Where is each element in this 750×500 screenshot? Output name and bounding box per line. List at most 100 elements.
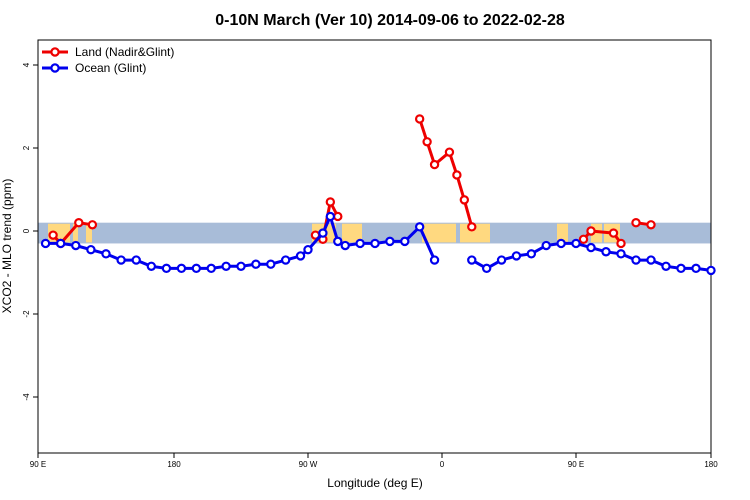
data-point — [631, 255, 641, 265]
series-land — [48, 114, 656, 249]
data-point — [280, 255, 291, 265]
plot-frame — [37, 39, 712, 454]
data-point — [355, 238, 365, 249]
legend: Land (Nadir&Glint) Ocean (Glint) — [42, 45, 174, 75]
data-point — [556, 238, 566, 249]
x-axis: 90 E 180 90 W 0 90 E 180 — [30, 453, 718, 469]
data-point — [459, 195, 470, 205]
data-point — [101, 249, 111, 259]
data-point — [146, 261, 157, 271]
data-point — [74, 217, 84, 228]
data-point — [578, 234, 589, 244]
data-point — [661, 261, 671, 271]
x-tick-label: 90 E — [30, 460, 46, 469]
data-point — [414, 222, 425, 232]
y-tick-label: 2 — [22, 145, 31, 150]
data-point — [616, 238, 626, 249]
data-point — [706, 265, 716, 276]
x-tick-label: 90 E — [568, 460, 584, 469]
legend-marker — [50, 63, 60, 73]
data-point — [206, 263, 216, 274]
series-line — [582, 229, 623, 245]
data-point — [444, 147, 455, 157]
series-line — [418, 118, 474, 228]
y-tick-label: 0 — [22, 228, 31, 233]
y-axis: -4 -2 0 2 4 — [22, 62, 38, 401]
y-tick-label: 4 — [22, 62, 31, 67]
data-point — [221, 261, 231, 271]
data-point — [414, 114, 425, 124]
data-point — [266, 259, 276, 269]
data-point — [161, 263, 172, 274]
data-point — [325, 197, 336, 207]
data-point — [646, 220, 656, 230]
data-point — [236, 261, 246, 271]
data-point — [318, 228, 328, 238]
x-tick-label: 0 — [440, 460, 445, 469]
data-point — [467, 255, 477, 265]
data-point — [586, 226, 596, 236]
map-land — [86, 223, 92, 243]
y-tick-label: -2 — [22, 310, 31, 318]
data-point — [325, 211, 336, 222]
map-land — [73, 223, 78, 243]
chart-title: 0-10N March (Ver 10) 2014-09-06 to 2022-… — [215, 12, 565, 29]
series-layer — [40, 114, 716, 276]
legend-marker — [50, 47, 60, 57]
data-point — [608, 228, 619, 238]
y-tick-label: -4 — [22, 393, 31, 401]
map-land — [557, 223, 568, 243]
data-point — [385, 236, 395, 247]
data-point — [571, 238, 581, 249]
data-point — [452, 170, 462, 180]
data-point — [631, 217, 641, 228]
data-point — [333, 211, 343, 222]
x-tick-label: 180 — [167, 460, 181, 469]
map-land — [422, 223, 456, 243]
data-point — [251, 259, 261, 269]
data-point — [467, 222, 477, 232]
data-point — [616, 249, 626, 259]
data-point — [116, 255, 126, 265]
data-point — [55, 238, 66, 249]
data-point — [400, 236, 410, 247]
map-land — [342, 223, 362, 243]
data-point — [526, 249, 537, 259]
data-point — [176, 263, 187, 274]
data-point — [71, 240, 81, 251]
legend-label: Ocean (Glint) — [75, 61, 146, 75]
data-point — [429, 159, 440, 170]
data-point — [303, 244, 313, 255]
series-ocean — [40, 211, 716, 276]
data-point — [511, 251, 522, 261]
y-axis-label: XCO2 - MLO trend (ppm) — [0, 179, 14, 314]
data-point — [131, 255, 141, 265]
data-point — [422, 137, 432, 147]
map-land — [591, 223, 602, 243]
data-point — [429, 255, 440, 265]
data-point — [691, 263, 701, 274]
data-point — [340, 240, 350, 251]
data-point — [601, 247, 611, 257]
legend-label: Land (Nadir&Glint) — [75, 45, 174, 59]
data-point — [295, 251, 306, 261]
data-point — [646, 255, 656, 265]
x-tick-label: 180 — [704, 460, 718, 469]
data-point — [333, 236, 343, 247]
data-point — [676, 263, 686, 274]
map-ocean — [38, 222, 711, 244]
data-point — [87, 220, 98, 230]
series-line — [51, 221, 93, 245]
data-point — [48, 230, 58, 240]
data-point — [86, 244, 96, 255]
data-point — [586, 242, 596, 253]
data-point — [370, 238, 380, 249]
data-point — [40, 238, 51, 249]
data-point — [541, 240, 551, 251]
data-point — [191, 263, 202, 274]
x-tick-label: 90 W — [299, 460, 318, 469]
data-point — [496, 255, 507, 265]
data-point — [481, 263, 492, 274]
x-axis-label: Longitude (deg E) — [327, 476, 422, 490]
